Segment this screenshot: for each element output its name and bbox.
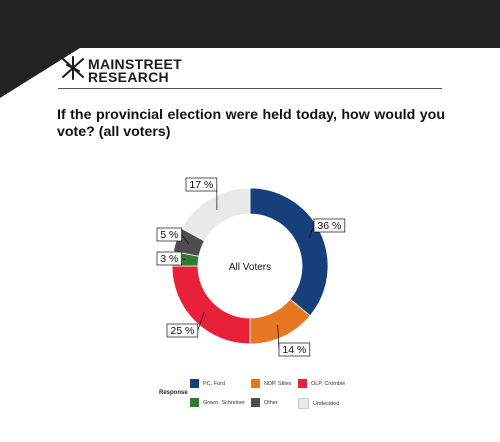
data-label-0: 36 % bbox=[308, 218, 346, 239]
data-label-text: 17 % bbox=[189, 179, 213, 191]
data-label-5: 17 % bbox=[185, 177, 218, 211]
donut-center-label: All Voters bbox=[229, 262, 271, 273]
legend-label: OLP, Crombie bbox=[311, 380, 346, 387]
data-label-text: 36 % bbox=[317, 220, 341, 232]
data-label-leader bbox=[197, 311, 205, 331]
legend-swatch bbox=[298, 398, 309, 409]
legend-item: OLP, Crombie bbox=[298, 379, 345, 388]
data-label-box bbox=[185, 177, 218, 192]
data-label-text: 25 % bbox=[170, 325, 194, 337]
data-label-text: 14 % bbox=[282, 344, 306, 356]
data-label-leader bbox=[181, 258, 186, 261]
legend-swatch bbox=[190, 398, 199, 407]
data-label-text: 5 % bbox=[160, 229, 178, 241]
data-label-3: 3 % bbox=[156, 251, 186, 266]
data-label-box bbox=[313, 218, 346, 233]
data-label-text: 3 % bbox=[160, 253, 178, 265]
data-label-box bbox=[278, 342, 311, 357]
legend-item: Other bbox=[251, 398, 278, 407]
data-label-1: 14 % bbox=[277, 324, 311, 357]
legend-label: NDP, Stiles bbox=[264, 380, 292, 387]
legend-item: Green, Schreiner bbox=[190, 398, 245, 407]
brand-line-1: MAINSTREET bbox=[88, 56, 182, 72]
legend-swatch bbox=[251, 398, 260, 407]
data-label-leader bbox=[308, 225, 315, 239]
data-label-box bbox=[156, 227, 182, 242]
legend-swatch bbox=[251, 379, 260, 388]
legend-item: Undecided bbox=[298, 398, 339, 409]
data-label-box bbox=[166, 323, 199, 338]
brand-line-2: RESEARCH bbox=[88, 69, 169, 85]
legend-item: PC, Ford bbox=[190, 379, 225, 388]
donut-slice-pc-ford bbox=[249, 187, 329, 317]
data-label-2: 25 % bbox=[166, 311, 205, 338]
legend-title: Response bbox=[159, 390, 188, 396]
data-label-4: 5 % bbox=[156, 227, 190, 245]
legend-label: PC, Ford bbox=[203, 380, 226, 387]
legend-label: Other bbox=[264, 399, 278, 406]
legend-swatch bbox=[298, 379, 307, 388]
legend-swatch bbox=[190, 379, 199, 388]
data-label-leader bbox=[181, 234, 190, 245]
header-rule bbox=[58, 88, 442, 89]
question-title: If the provincial election were held tod… bbox=[57, 107, 445, 140]
legend-item: NDP, Stiles bbox=[251, 379, 291, 388]
donut-slice-undecided bbox=[181, 187, 251, 242]
mainstreet-logo-icon bbox=[62, 56, 84, 80]
legend-label: Green, Schreiner bbox=[203, 399, 245, 406]
data-label-box bbox=[156, 251, 182, 266]
legend-label: Undecided bbox=[313, 400, 340, 407]
